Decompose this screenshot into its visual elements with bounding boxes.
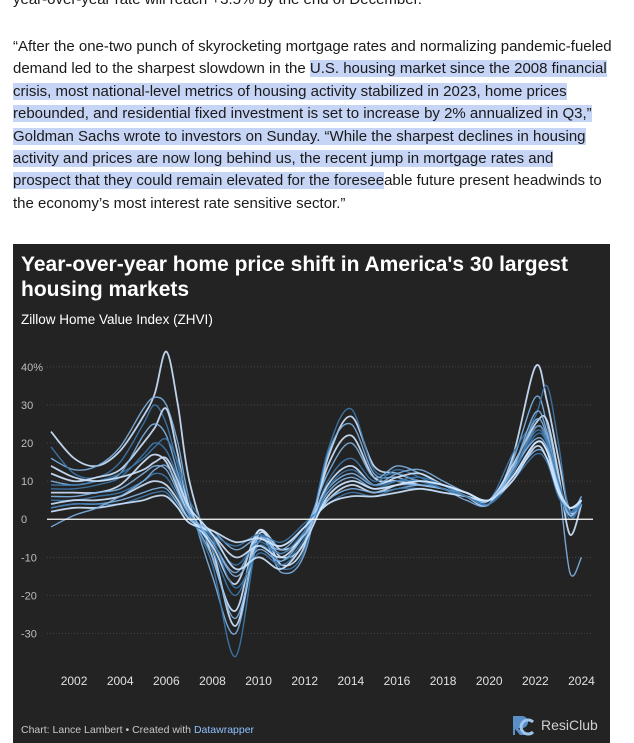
series-line [50, 425, 582, 589]
x-tick-label: 2008 [199, 674, 226, 688]
article-quote-paragraph: “After the one-two punch of skyrocketing… [13, 36, 613, 215]
chart-credit-text: Chart: Lance Lambert • Created with [21, 724, 194, 736]
quote-text-after: able future present headwinds to the eco… [13, 172, 602, 212]
x-tick-label: 2012 [291, 674, 318, 688]
datawrapper-link[interactable]: Datawrapper [193, 724, 255, 736]
resiclub-logo-icon [513, 716, 535, 736]
x-tick-label: 2016 [384, 674, 411, 688]
quote-text-highlighted[interactable]: U.S. housing market since the 2008 finan… [13, 60, 607, 190]
resiclub-logo: ResiClub [509, 712, 598, 738]
chart-plot: -30 -20 -10 0 10 20 30 40% 2002 2004 2006 2008 2010 2… [21, 350, 595, 688]
chart-card: -30 -20 -10 0 10 20 30 40% 2002 2004 2006 2008 2010 2… [13, 244, 610, 743]
x-tick-label: 2010 [245, 674, 272, 688]
x-tick-label: 2004 [107, 674, 134, 688]
y-tick-label: 20 [21, 438, 33, 450]
series-line [50, 418, 583, 574]
x-tick-label: 2014 [337, 674, 364, 688]
x-tick-label: 2022 [522, 674, 549, 688]
series-line [50, 437, 583, 578]
article-lead-fragment: year-over-year rate will reach +3.5% by … [13, 0, 613, 11]
series-line [50, 445, 583, 548]
series-line [50, 440, 583, 571]
series-line [50, 350, 583, 612]
x-tick-label: 2020 [476, 674, 503, 688]
chart-title: Year-over-year home price shift in Ameri… [21, 253, 568, 301]
series-line [50, 384, 583, 658]
y-tick-label: 30 [21, 400, 33, 412]
x-tick-label: 2018 [430, 674, 457, 688]
y-tick-label: 40% [21, 362, 43, 374]
x-tick-label: 2006 [153, 674, 180, 688]
y-tick-label: 0 [21, 514, 27, 526]
chart-credit: Chart: Lance Lambert • Created with Data… [21, 724, 254, 736]
y-tick-label: -30 [21, 629, 37, 641]
chart-subtitle: Zillow Home Value Index (ZHVI) [21, 312, 213, 327]
y-tick-label: 10 [21, 476, 33, 488]
resiclub-logo-text: ResiClub [541, 717, 598, 733]
y-tick-label: -20 [21, 590, 37, 602]
x-tick-label: 2002 [61, 674, 88, 688]
y-tick-label: -10 [21, 552, 37, 564]
quote-text-before: “After the one-two punch of skyrocketing… [13, 38, 612, 78]
x-tick-label: 2024 [568, 674, 595, 688]
